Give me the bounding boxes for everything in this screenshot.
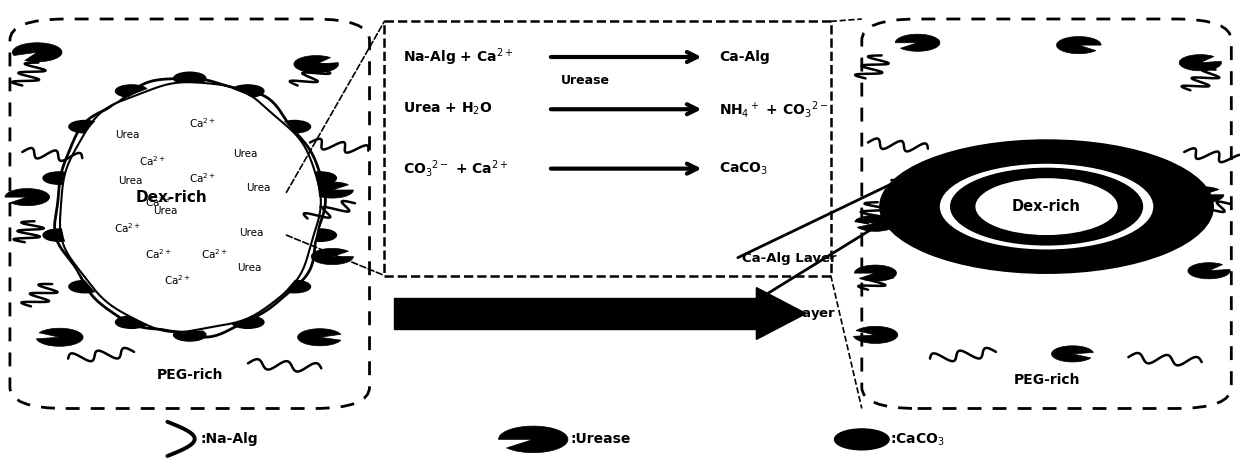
Text: :Urease: :Urease xyxy=(570,432,631,446)
Wedge shape xyxy=(895,34,940,51)
Text: Urea: Urea xyxy=(239,228,264,238)
Ellipse shape xyxy=(879,139,1214,274)
Text: CO$_3$$^{2-}$ + Ca$^{2+}$: CO$_3$$^{2-}$ + Ca$^{2+}$ xyxy=(403,158,508,179)
Text: Ca$^{2+}$: Ca$^{2+}$ xyxy=(139,154,166,169)
Text: Ca-Alg: Ca-Alg xyxy=(719,50,770,64)
Circle shape xyxy=(278,121,310,133)
Text: Urea: Urea xyxy=(233,149,258,160)
Wedge shape xyxy=(311,248,353,265)
Circle shape xyxy=(174,72,206,85)
Circle shape xyxy=(304,172,336,184)
Text: Urea: Urea xyxy=(153,206,177,217)
Text: :Na-Alg: :Na-Alg xyxy=(201,432,258,446)
Text: NH$_4$$^+$ + CO$_3$$^{2-}$: NH$_4$$^+$ + CO$_3$$^{2-}$ xyxy=(719,99,828,120)
Text: Urea: Urea xyxy=(246,182,270,193)
Wedge shape xyxy=(5,189,50,206)
Text: Ca$^{2+}$: Ca$^{2+}$ xyxy=(188,171,216,185)
Text: Urea: Urea xyxy=(115,130,140,141)
Ellipse shape xyxy=(940,164,1153,249)
Text: PEG-rich: PEG-rich xyxy=(156,368,223,382)
Wedge shape xyxy=(1179,55,1221,71)
Text: Na-Alg + Ca$^{2+}$: Na-Alg + Ca$^{2+}$ xyxy=(403,46,513,68)
Ellipse shape xyxy=(60,82,320,331)
Text: Ca-Alg Layer: Ca-Alg Layer xyxy=(742,252,836,266)
Text: Ca$^{2+}$: Ca$^{2+}$ xyxy=(114,221,141,235)
Bar xyxy=(384,21,831,276)
Wedge shape xyxy=(498,426,568,453)
Text: Dex-rich: Dex-rich xyxy=(135,190,207,205)
Wedge shape xyxy=(36,328,83,346)
Text: Urease: Urease xyxy=(560,74,610,87)
Text: CaCO$_3$: CaCO$_3$ xyxy=(719,161,769,177)
Circle shape xyxy=(835,429,889,450)
Circle shape xyxy=(43,229,76,241)
Text: Ca$^{2+}$: Ca$^{2+}$ xyxy=(201,247,228,261)
Wedge shape xyxy=(1056,37,1101,54)
Circle shape xyxy=(278,280,310,293)
Wedge shape xyxy=(854,265,897,281)
Wedge shape xyxy=(854,215,897,231)
Text: PEG-rich: PEG-rich xyxy=(1013,373,1080,387)
Bar xyxy=(237,192,286,235)
Text: :CaCO$_3$: :CaCO$_3$ xyxy=(890,431,945,447)
Bar xyxy=(394,298,756,329)
Wedge shape xyxy=(294,56,339,73)
Text: Urea: Urea xyxy=(118,175,143,186)
Text: Urea + H$_2$O: Urea + H$_2$O xyxy=(403,101,492,117)
Wedge shape xyxy=(1182,187,1224,203)
Circle shape xyxy=(232,85,264,97)
Wedge shape xyxy=(1188,263,1230,279)
Text: Ca$^{2+}$: Ca$^{2+}$ xyxy=(188,116,216,131)
Polygon shape xyxy=(756,287,806,339)
Wedge shape xyxy=(298,329,341,346)
Circle shape xyxy=(304,229,336,241)
Text: Dex-rich: Dex-rich xyxy=(1012,199,1081,214)
Text: CaCO$_3$ Layer: CaCO$_3$ Layer xyxy=(742,305,836,322)
Circle shape xyxy=(232,316,264,328)
Circle shape xyxy=(43,172,76,184)
Wedge shape xyxy=(853,326,898,343)
Circle shape xyxy=(69,280,102,293)
Text: Ca$^{2+}$: Ca$^{2+}$ xyxy=(164,273,191,287)
Circle shape xyxy=(174,329,206,341)
Ellipse shape xyxy=(950,168,1143,246)
Text: Ca$^{2+}$: Ca$^{2+}$ xyxy=(145,247,172,261)
Ellipse shape xyxy=(976,178,1117,235)
Circle shape xyxy=(115,85,148,97)
Text: Ca$^{2+}$: Ca$^{2+}$ xyxy=(145,195,172,209)
Circle shape xyxy=(69,121,102,133)
Circle shape xyxy=(115,316,148,328)
Text: Urea: Urea xyxy=(237,263,262,274)
Wedge shape xyxy=(311,182,353,198)
Wedge shape xyxy=(12,43,62,62)
Wedge shape xyxy=(1052,346,1094,362)
